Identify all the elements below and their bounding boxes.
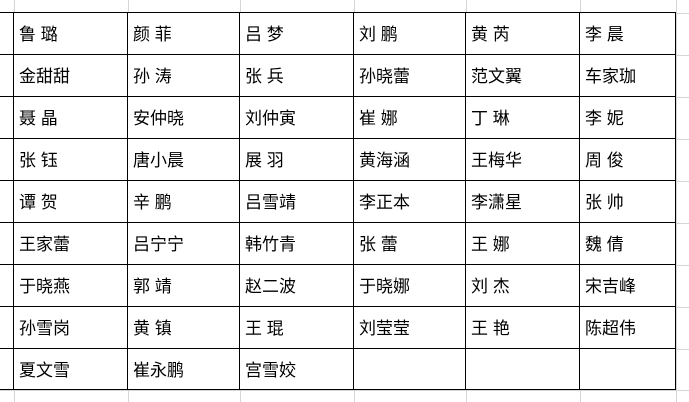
table-cell[interactable]: 李正本 [354,181,466,223]
table-cell[interactable]: 张 钰 [14,139,128,181]
table-cell[interactable]: 安仲晓 [128,97,240,139]
table-cell-cutoff[interactable] [0,265,14,307]
table-cell[interactable]: 于晓娜 [354,265,466,307]
table-cell[interactable]: 王 琨 [240,307,354,349]
table-cell[interactable]: 孙 涛 [128,55,240,97]
table-cell-cutoff[interactable] [0,223,14,265]
table-cell[interactable]: 李 晨 [580,13,676,55]
table-cell-cutoff[interactable] [0,349,14,390]
table-cell[interactable]: 唐小晨 [128,139,240,181]
table-cell[interactable]: 张 帅 [580,181,676,223]
table-cell[interactable]: 周 俊 [580,139,676,181]
table-cell-cutoff[interactable] [0,307,14,349]
table-cell[interactable]: 丁 琳 [466,97,580,139]
table-cell[interactable]: 吕雪靖 [240,181,354,223]
table-cell[interactable] [580,349,676,390]
table-cell[interactable]: 李 妮 [580,97,676,139]
table-cell[interactable]: 魏 倩 [580,223,676,265]
table-cell[interactable]: 黄 镇 [128,307,240,349]
table-cell[interactable]: 展 羽 [240,139,354,181]
table-cell[interactable]: 黄 芮 [466,13,580,55]
table-cell[interactable]: 陈超伟 [580,307,676,349]
table-cell[interactable]: 赵二波 [240,265,354,307]
table-cell[interactable]: 张 蕾 [354,223,466,265]
table-cell[interactable]: 韩竹青 [240,223,354,265]
table-cell[interactable]: 于晓燕 [14,265,128,307]
table-cell[interactable]: 聂 晶 [14,97,128,139]
table-cell[interactable]: 宫雪姣 [240,349,354,390]
table-cell[interactable]: 李潇星 [466,181,580,223]
table-cell[interactable]: 宋吉峰 [580,265,676,307]
table-cell[interactable] [354,349,466,390]
table-cell[interactable]: 郭 靖 [128,265,240,307]
table-cell[interactable]: 夏文雪 [14,349,128,390]
table-cell[interactable]: 辛 鹏 [128,181,240,223]
table-cell[interactable]: 孙晓蕾 [354,55,466,97]
table-cell[interactable]: 崔 娜 [354,97,466,139]
table-cell[interactable]: 刘 杰 [466,265,580,307]
table-cell-cutoff[interactable] [0,55,14,97]
table-cell-cutoff[interactable] [0,181,14,223]
gridline [676,0,677,402]
table-cell[interactable]: 崔永鹏 [128,349,240,390]
table-cell[interactable]: 张 兵 [240,55,354,97]
names-table: 鲁 璐颜 菲吕 梦刘 鹏黄 芮李 晨金甜甜孙 涛张 兵孙晓蕾 范文翼 车家珈聂 晶安… [0,12,676,390]
table-cell[interactable]: 吕 梦 [240,13,354,55]
table-cell[interactable]: 范文翼 [466,55,580,97]
table-cell[interactable]: 吕宁宁 [128,223,240,265]
table-cell[interactable]: 孙雪岗 [14,307,128,349]
table-cell[interactable]: 谭 贺 [14,181,128,223]
table-cell[interactable]: 刘仲寅 [240,97,354,139]
table-cell[interactable]: 王 娜 [466,223,580,265]
table-cell[interactable]: 颜 菲 [128,13,240,55]
gridline [0,390,689,391]
table-cell-cutoff[interactable] [0,97,14,139]
table-cell[interactable]: 金甜甜 [14,55,128,97]
table-cell[interactable] [466,349,580,390]
table-cell-cutoff[interactable] [0,13,14,55]
table-cell[interactable]: 刘莹莹 [354,307,466,349]
table-cell[interactable]: 王家蕾 [14,223,128,265]
table-cell[interactable]: 车家珈 [580,55,676,97]
table-cell[interactable]: 鲁 璐 [14,13,128,55]
table-cell[interactable]: 王 艳 [466,307,580,349]
table-cell-cutoff[interactable] [0,139,14,181]
table-cell[interactable]: 刘 鹏 [354,13,466,55]
table-cell[interactable]: 王梅华 [466,139,580,181]
table-cell[interactable]: 黄海涵 [354,139,466,181]
